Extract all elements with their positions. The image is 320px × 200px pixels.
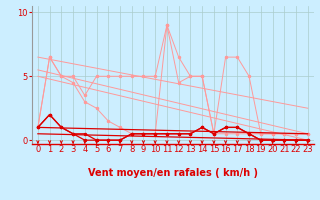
X-axis label: Vent moyen/en rafales ( km/h ): Vent moyen/en rafales ( km/h ): [88, 168, 258, 178]
